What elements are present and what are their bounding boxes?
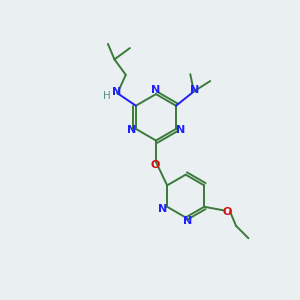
Text: N: N: [127, 125, 136, 135]
Text: H: H: [103, 91, 111, 101]
Text: N: N: [112, 87, 121, 97]
Text: O: O: [222, 206, 232, 217]
Text: N: N: [158, 204, 168, 214]
Text: N: N: [190, 85, 200, 95]
Text: N: N: [182, 216, 192, 226]
Text: N: N: [151, 85, 160, 95]
Text: O: O: [151, 160, 160, 170]
Text: N: N: [176, 125, 185, 135]
